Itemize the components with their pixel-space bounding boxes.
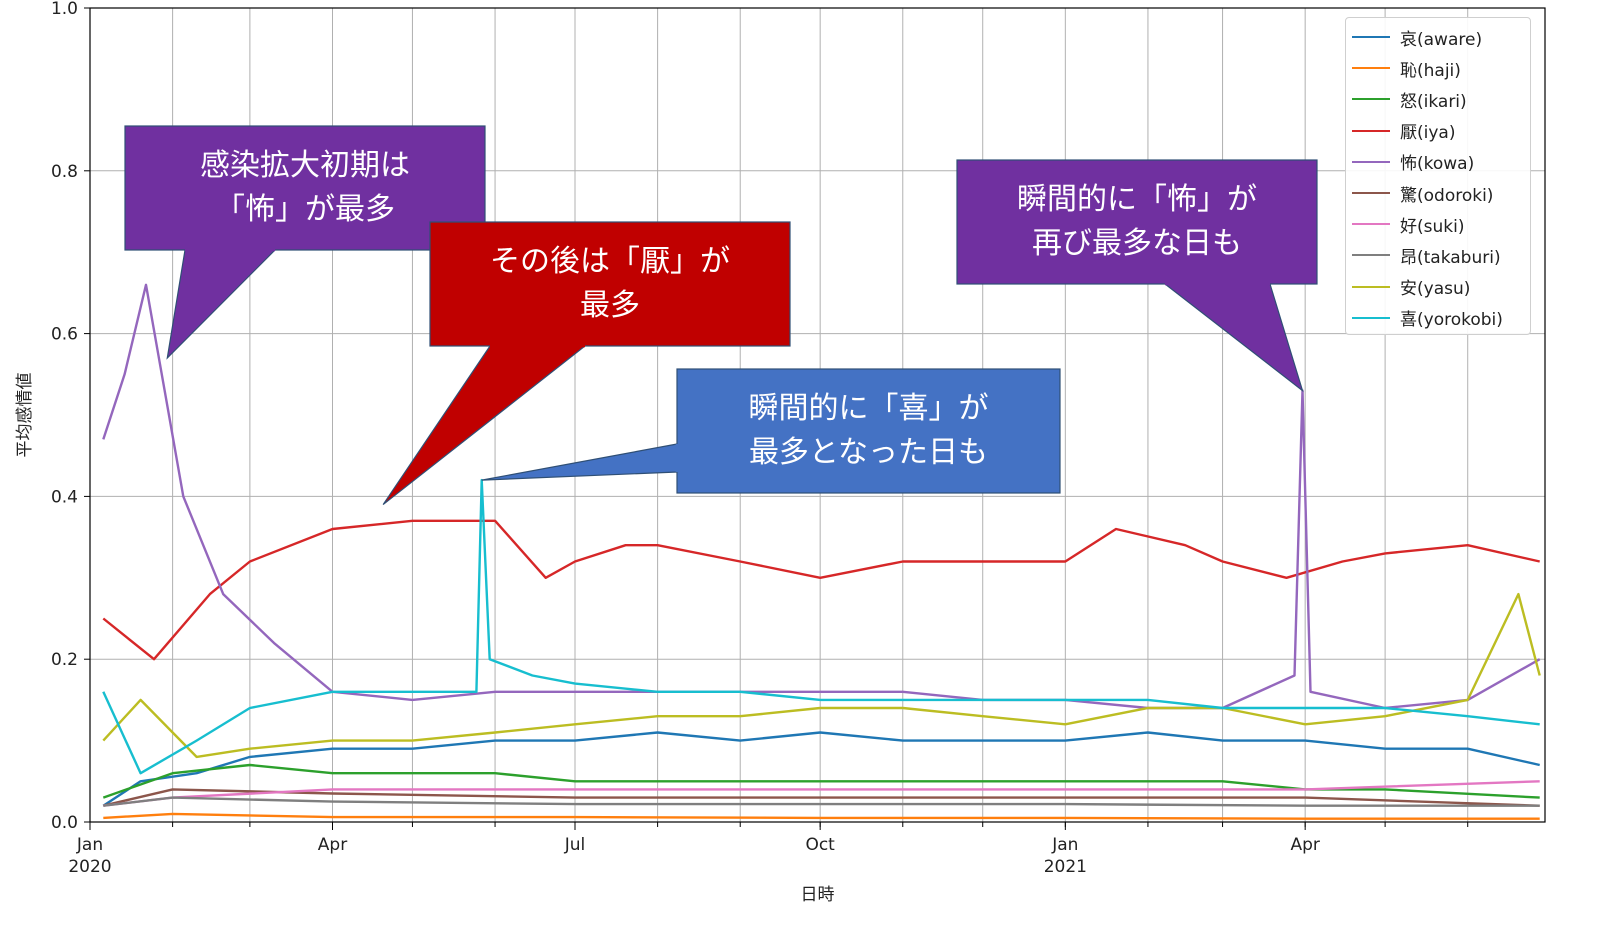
callout-pointer [1163,283,1304,393]
callout-pointer [481,443,678,481]
legend-item: 恥(haji) [1352,55,1461,81]
callout-line: その後は「厭」が [490,244,730,279]
y-tick-label: 0.0 [51,813,78,833]
legend-label: 昂(takaburi) [1400,247,1501,268]
y-tick-label: 0.6 [51,325,78,345]
x-tick-label: Apr [318,835,347,855]
legend-label: 哀(aware) [1400,29,1483,50]
legend-item: 怖(kowa) [1352,149,1474,175]
legend-label: 好(suki) [1400,216,1465,237]
legend-item: 厭(iya) [1352,118,1455,144]
series-line [102,519,1540,661]
legend-swatch [1352,160,1390,163]
y-axis-title: 平均感情値 [15,373,35,458]
legend-item: 驚(odoroki) [1352,180,1493,206]
legend-label: 怒(ikari) [1400,91,1467,112]
legend-swatch [1352,36,1390,38]
callout-pointer [166,249,277,360]
series-line [103,788,1540,807]
legend-label: 厭(iya) [1400,123,1456,144]
legend-item: 喜(yorokobi) [1352,305,1503,331]
callout-line: 最多 [580,288,640,323]
legend-swatch [1352,129,1390,132]
series-line [103,780,1540,807]
legend-swatch [1352,192,1390,194]
legend-label: 怖(kowa) [1400,154,1475,175]
y-tick-label: 0.4 [51,487,78,507]
legend-item: 昂(takaburi) [1352,242,1501,268]
callout-pointer [382,345,587,506]
callout-line: 「怖」が最多 [215,192,395,227]
x-tick-label: Apr [1290,835,1319,855]
y-tick-label: 0.8 [51,162,78,182]
legend-item: 怒(ikari) [1352,86,1467,112]
callout-text: 感染拡大初期は 「怖」が最多 [125,144,485,232]
legend-item: 哀(aware) [1352,24,1482,50]
plot-frame [89,7,1546,823]
legend-swatch [1352,285,1390,288]
callout-line: 瞬間的に「喜」が [748,391,989,426]
legend-swatch [1352,316,1390,319]
legend-label: 安(yasu) [1400,279,1471,300]
callout-text: 瞬間的に「喜」が 最多となった日も [677,387,1060,475]
legend-swatch [1352,67,1390,70]
callout-line: 瞬間的に「怖」が [1017,182,1257,217]
y-tick-label: 0.2 [51,650,78,670]
x-tick-label: Jan [1051,835,1078,855]
plot-series [102,283,1541,820]
callout-box [429,221,791,347]
annotation-callouts [124,125,1318,506]
series-line [102,283,1541,710]
x-tick-sublabel: 2021 [1044,857,1087,877]
x-tick-label: Jan [76,835,103,855]
callout-line: 感染拡大初期は [200,148,410,183]
series-line [103,812,1540,820]
callout-text: 瞬間的に「怖」が 再び最多な日も [957,178,1317,266]
legend-label: 驚(odoroki) [1400,185,1494,206]
series-line [102,763,1540,799]
callout-line: 最多となった日も [748,435,989,470]
legend-item: 好(suki) [1352,211,1464,237]
legend-swatch [1352,98,1390,101]
x-tick-sublabel: 2020 [68,857,111,877]
callout-box [124,125,486,251]
y-tick-label: 1.0 [51,0,78,19]
callout-text: その後は「厭」が 最多 [430,240,790,328]
series-line [103,796,1540,807]
series-line [102,592,1541,759]
legend-swatch [1352,254,1390,257]
legend-label: 恥(haji) [1400,60,1461,81]
series-line [102,478,1540,775]
callout-box [956,159,1318,285]
legend-item: 安(yasu) [1352,274,1470,300]
series-line [102,731,1540,807]
x-axis-title: 日時 [801,885,835,905]
callout-line: 再び最多な日も [1032,226,1242,261]
callout-box [676,368,1061,494]
x-tick-label: Oct [805,835,835,855]
legend: 哀(aware) 恥(haji) 怒(ikari) 厭(iya) 怖(kowa) 驚(od… [1345,17,1531,335]
x-tick-label: Jul [564,835,586,855]
legend-label: 喜(yorokobi) [1400,310,1503,331]
legend-swatch [1352,223,1390,226]
